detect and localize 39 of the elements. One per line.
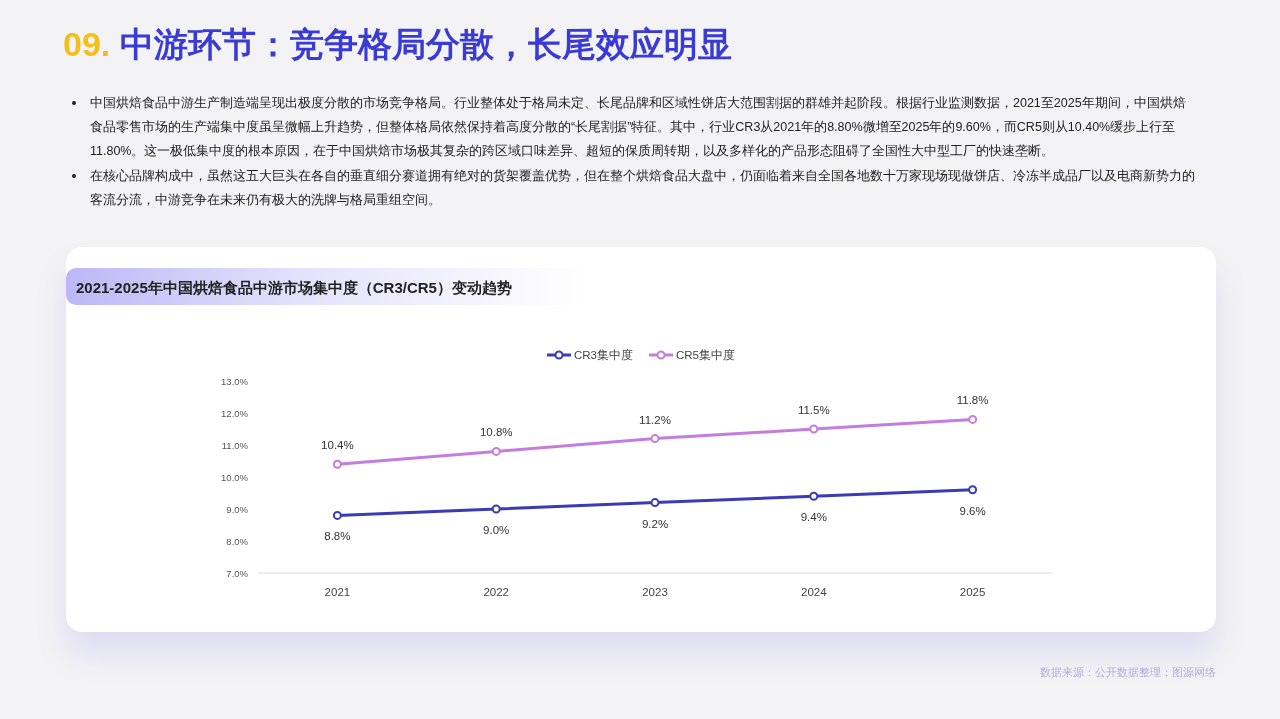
text: 中国烘焙食品中游生产制造端呈现出极度分散的市场竞争格局。行业整体处于格局未定、长尾品牌和区域性饼店大范围割据的群雄并起阶段。根据行业监测数据，2021至2025年期间，中国烘焙食品零售市场的生产端集中度虽呈微幅上升趋势，但整体格局依然保持着高度分散的“长尾割据”特征。其中，行业CR3从2021年的8.80%微增至2025年的9.60%，而CR5则从10.40%缓步上行至11.80%。这一极低集中度的根本原因，在于中国烘焙市场极其复杂的跨区域口味差异、超短的保质周转期，以及多样化的产品形态阻碍了全国性大中型工厂的快速垄断。 <box>89 95 1187 160</box>
point <box>809 424 819 434</box>
data-label: 9.0% <box>483 524 510 536</box>
data-label: 8.8% <box>324 530 351 543</box>
y-tick-label: 9.0% <box>226 503 249 515</box>
chart-title: 2021-2025年中国烘焙食品中游市场集中度（CR3/CR5）变动趋势 <box>76 279 512 296</box>
y-tick-label: 13.0% <box>221 375 249 387</box>
text: 09. 中游环节：竞争格局分散，长尾效应明显 <box>63 24 732 65</box>
point <box>650 434 660 444</box>
data-label: 9.6% <box>959 504 986 517</box>
point <box>809 491 819 501</box>
data-label: 11.8% <box>956 394 989 407</box>
data-label: 10.4% <box>321 439 354 452</box>
point <box>332 510 342 520</box>
legend-label: CR5集中度 <box>676 348 736 361</box>
data-label: 9.2% <box>641 517 669 530</box>
legend-label: CR3集中度 <box>573 348 633 361</box>
point <box>491 504 501 514</box>
y-tick-label: 11.0% <box>221 439 249 451</box>
data-label: 11.5% <box>797 404 830 416</box>
point <box>491 446 501 456</box>
y-tick-label: 8.0% <box>226 535 249 547</box>
x-tick-label: 2023 <box>642 586 668 598</box>
x-tick-label: 2024 <box>801 586 828 598</box>
point <box>650 498 660 508</box>
y-tick-label: 12.0% <box>221 407 249 419</box>
x-tick-label: 2021 <box>324 586 351 598</box>
data-label: 11.2% <box>639 413 671 426</box>
source-note: 数据来源：公开数据整理；图源网络 <box>1040 665 1216 680</box>
data-label: 10.8% <box>479 426 513 439</box>
y-tick-label: 7.0% <box>226 567 249 579</box>
point <box>968 485 978 495</box>
data-label: 9.4% <box>800 511 827 524</box>
x-tick-label: 2022 <box>483 586 509 598</box>
y-tick-label: 10.0% <box>221 471 249 483</box>
x-tick-label: 2025 <box>959 586 986 598</box>
text: 在核心品牌构成中，虽然这五大巨头在各自的垂直细分赛道拥有绝对的货架覆盖优势，但在整个烘焙食品大盘中，仍面临着来自全国各地数十万家现场现做饼店、冷冻半成品厂以及电商新势力的客流分流，中游竞争在未来仍有极大的洗牌与格局重组空间。 <box>89 168 1196 209</box>
point <box>332 459 342 469</box>
point <box>968 414 978 424</box>
